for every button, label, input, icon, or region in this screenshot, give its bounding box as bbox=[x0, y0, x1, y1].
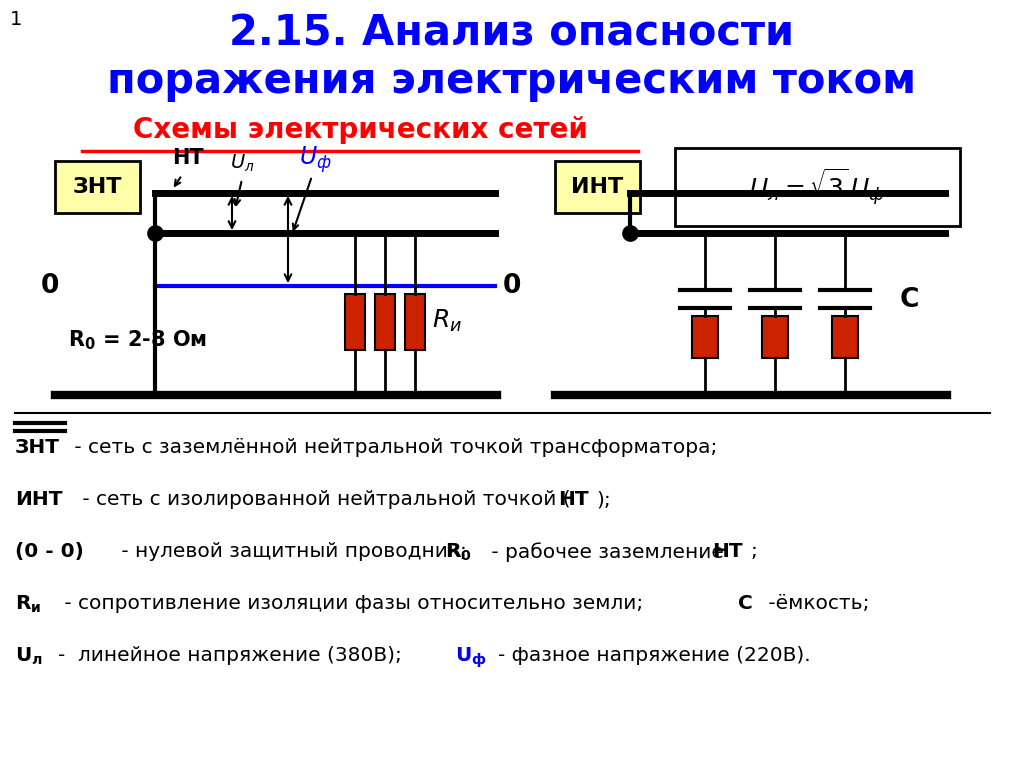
Text: $\bf{R_0}$ = 2-8 Ом: $\bf{R_0}$ = 2-8 Ом bbox=[68, 328, 207, 352]
Bar bbox=[831, 316, 858, 358]
Bar bbox=[375, 294, 395, 350]
Text: поражения электрическим током: поражения электрическим током bbox=[108, 60, 916, 102]
Text: ИНТ: ИНТ bbox=[571, 177, 624, 197]
Bar bbox=[555, 161, 640, 213]
Bar bbox=[762, 316, 788, 358]
Text: ;: ; bbox=[750, 542, 757, 561]
Text: - сопротивление изоляции фазы относительно земли;: - сопротивление изоляции фазы относитель… bbox=[58, 594, 649, 613]
Bar bbox=[345, 294, 365, 350]
Text: $U_ф$: $U_ф$ bbox=[299, 144, 332, 175]
Text: ЗНТ: ЗНТ bbox=[73, 177, 122, 197]
Text: $R_и$: $R_и$ bbox=[432, 308, 462, 334]
Text: (0 - 0): (0 - 0) bbox=[15, 542, 84, 561]
Text: ИНТ: ИНТ bbox=[15, 490, 62, 509]
Text: С: С bbox=[900, 287, 920, 313]
Text: -  линейное напряжение (380В);: - линейное напряжение (380В); bbox=[58, 646, 409, 665]
Text: - сеть с изолированной нейтральной точкой (: - сеть с изолированной нейтральной точко… bbox=[76, 490, 570, 509]
Text: $\mathbf{U_л}$: $\mathbf{U_л}$ bbox=[15, 646, 43, 667]
Text: 2.15. Анализ опасности: 2.15. Анализ опасности bbox=[229, 13, 795, 55]
Bar bbox=[692, 316, 718, 358]
Text: $\mathbf{R_0}$: $\mathbf{R_0}$ bbox=[445, 542, 472, 563]
Text: НТ: НТ bbox=[172, 148, 204, 168]
Text: - сеть с заземлённой нейтральной точкой трансформатора;: - сеть с заземлённой нейтральной точкой … bbox=[68, 438, 718, 457]
Text: - нулевой защитный проводник;: - нулевой защитный проводник; bbox=[115, 542, 473, 561]
Bar bbox=[675, 148, 961, 226]
Text: Схемы электрических сетей: Схемы электрических сетей bbox=[132, 116, 588, 144]
Text: $\mathbf{U_ф}$: $\mathbf{U_ф}$ bbox=[455, 646, 486, 670]
Text: -ёмкость;: -ёмкость; bbox=[762, 594, 869, 613]
Text: - рабочее заземление: - рабочее заземление bbox=[485, 542, 730, 561]
Bar bbox=[406, 294, 425, 350]
Text: НТ: НТ bbox=[712, 542, 742, 561]
Text: - фазное напряжение (220В).: - фазное напряжение (220В). bbox=[498, 646, 811, 665]
Text: $\mathbf{R_и}$: $\mathbf{R_и}$ bbox=[15, 594, 41, 615]
Text: НТ: НТ bbox=[558, 490, 589, 509]
Text: $U_л = \sqrt{3}\,U_ф$: $U_л = \sqrt{3}\,U_ф$ bbox=[750, 167, 886, 207]
Text: 0: 0 bbox=[503, 273, 521, 299]
Text: 1: 1 bbox=[10, 10, 23, 29]
Text: $U_л$: $U_л$ bbox=[229, 152, 254, 174]
Text: ЗНТ: ЗНТ bbox=[15, 438, 60, 457]
Bar bbox=[55, 161, 140, 213]
Text: С: С bbox=[738, 594, 753, 613]
Text: 0: 0 bbox=[41, 273, 59, 299]
Text: );: ); bbox=[596, 490, 610, 509]
